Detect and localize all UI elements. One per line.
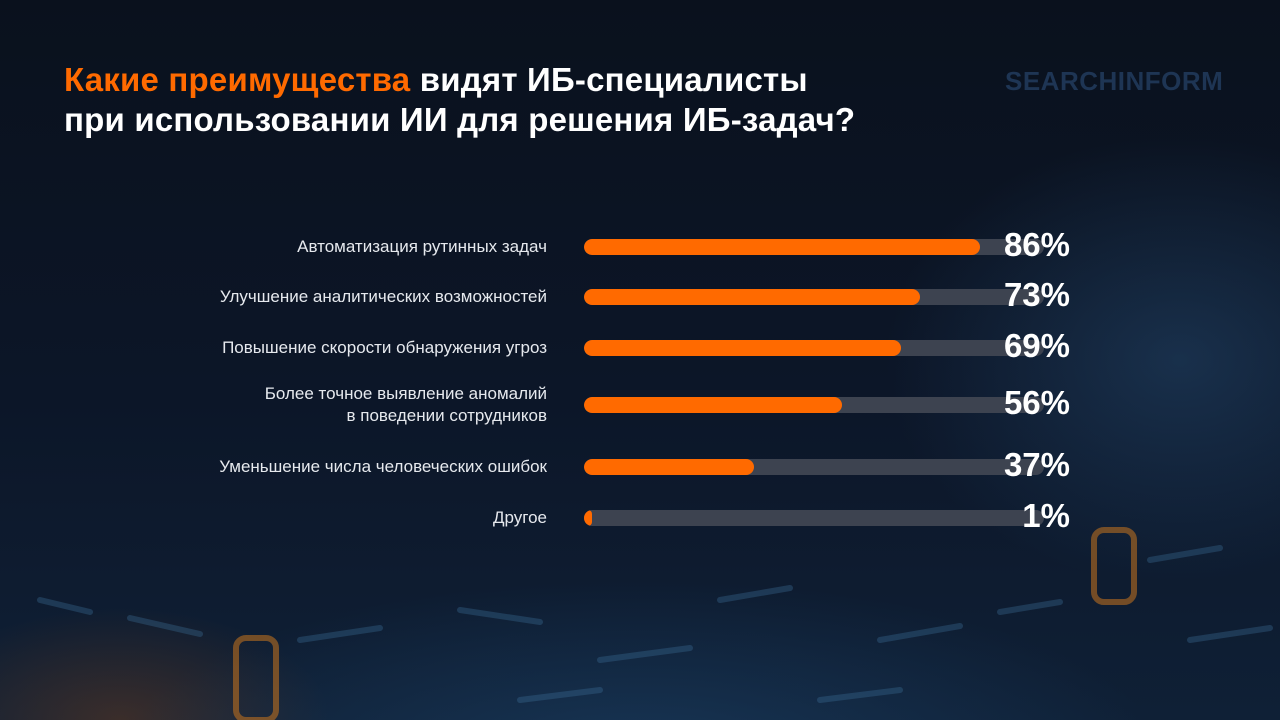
- bar-fill: [584, 397, 842, 413]
- category-label: Уменьшение числа человеческих ошибок: [219, 457, 547, 476]
- category-label: Повышение скорости обнаружения угроз: [222, 338, 547, 357]
- title-line2: при использовании ИИ для решения ИБ-зада…: [64, 101, 856, 138]
- category-label: Другое: [492, 508, 547, 527]
- bar-fill: [584, 239, 980, 255]
- value-label: 1%: [1022, 497, 1070, 534]
- bar-track: [584, 289, 1044, 305]
- title-line1-rest: видят ИБ-специалисты: [410, 61, 808, 98]
- page-title: Какие преимущества видят ИБ-специалисты п…: [64, 60, 855, 140]
- value-label: 73%: [1003, 276, 1070, 313]
- bar-track: [584, 340, 1044, 356]
- bar-track: [584, 510, 1044, 526]
- value-label: 86%: [1003, 226, 1070, 263]
- bar-fill: [584, 340, 902, 356]
- category-label: Автоматизация рутинных задач: [297, 237, 547, 256]
- title-accent: Какие преимущества: [64, 61, 411, 98]
- brand-logo: SEARCHINFORM: [1005, 66, 1224, 96]
- value-label: 56%: [1003, 384, 1070, 421]
- category-label: Более точное выявление аномалий в поведе…: [264, 384, 547, 425]
- bar-fill: [584, 459, 755, 475]
- bar-track: [584, 239, 1044, 255]
- category-label: Улучшение аналитических возможностей: [219, 287, 547, 306]
- value-label: 69%: [1003, 327, 1070, 364]
- bar-track: [584, 397, 1044, 413]
- bar-track: [584, 459, 1044, 475]
- bar-fill: [584, 289, 920, 305]
- bar-fill: [584, 510, 592, 526]
- value-label: 37%: [1003, 446, 1070, 483]
